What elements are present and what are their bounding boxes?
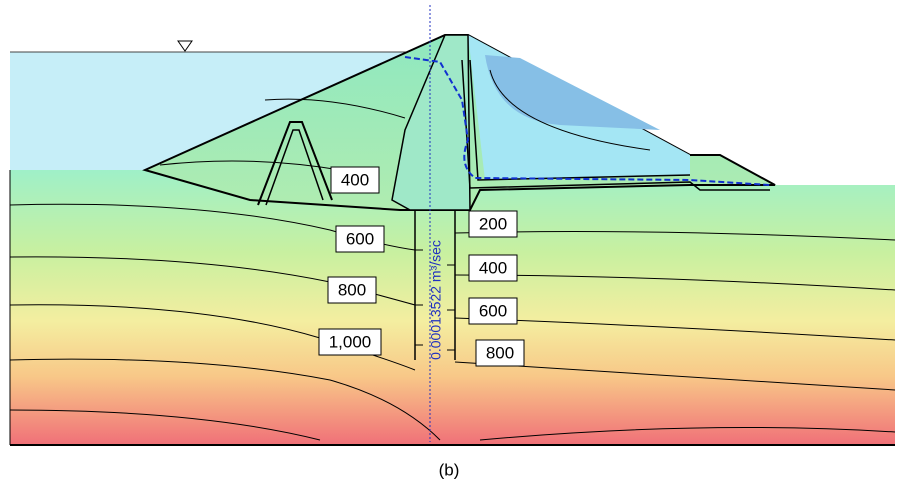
contour-label: 400 xyxy=(341,170,369,189)
contour-label: 400 xyxy=(479,258,507,277)
seepage-figure: 0.00013522 m³/sec (b) 400 600 800 1,000 200 4… xyxy=(0,0,898,491)
flux-label: 0.00013522 m³/sec xyxy=(428,240,444,360)
water-marker xyxy=(178,41,192,51)
caption: (b) xyxy=(439,460,460,479)
contour-label: 600 xyxy=(479,301,507,320)
contour-label: 800 xyxy=(338,280,366,299)
contour-label: 200 xyxy=(479,214,507,233)
contour-label: 600 xyxy=(346,229,374,248)
contour-label: 1,000 xyxy=(329,332,372,351)
foundation xyxy=(10,170,895,445)
contour-label: 800 xyxy=(486,343,514,362)
